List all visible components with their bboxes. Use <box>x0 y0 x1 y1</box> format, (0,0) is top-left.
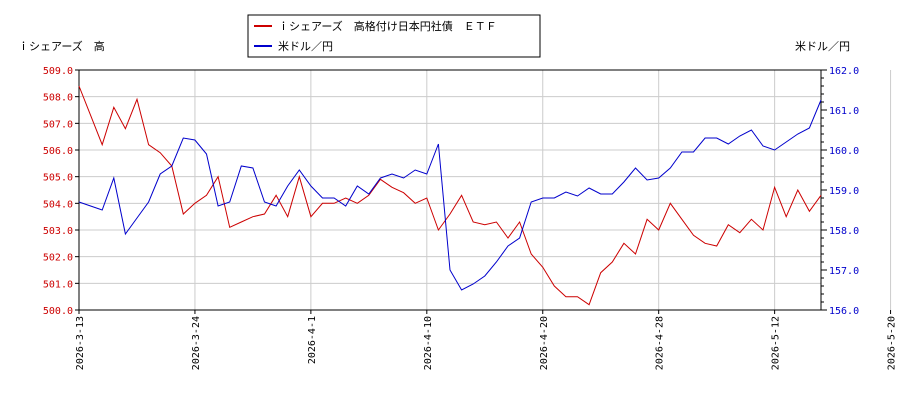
y-axis-right-label: 米ドル／円 <box>795 40 850 53</box>
x-tick-label: 2026-4-28 <box>655 316 666 370</box>
y-left-tick-label: 507.0 <box>43 119 73 130</box>
x-tick-label: 2026-3-13 <box>75 316 86 370</box>
x-tick-label: 2026-4-1 <box>307 316 318 364</box>
x-tick-label: 2026-3-24 <box>191 316 202 370</box>
legend-label-series-1: ｉシェアーズ 高格付け日本円社債 ＥＴＦ <box>278 19 497 33</box>
y-left-tick-label: 508.0 <box>43 93 73 104</box>
y-left-tick-label: 505.0 <box>43 173 73 184</box>
series-line-usdjpy <box>78 99 822 291</box>
y-right-tick-label: 157.0 <box>829 266 859 277</box>
y-left-tick-label: 501.0 <box>43 279 73 290</box>
y-right-tick-label: 158.0 <box>829 226 859 237</box>
y-left-tick-label: 503.0 <box>43 226 73 237</box>
axis-ticks: 500.0 501.0 502.0 503.0 504.0 505.0 506.0 507.0… <box>43 66 898 370</box>
plot-area <box>78 69 822 311</box>
series-line-etf <box>78 85 822 306</box>
y-left-tick-label: 504.0 <box>43 199 73 210</box>
legend-box <box>247 14 541 58</box>
y-right-tick-label: 160.0 <box>829 146 859 157</box>
y-left-tick-label: 502.0 <box>43 253 73 264</box>
legend: ｉシェアーズ 高格付け日本円社債 ＥＴＦ 米ドル／円 <box>247 14 541 58</box>
y-left-tick-label: 506.0 <box>43 146 73 157</box>
x-tick-label: 2026-5-12 <box>771 316 782 370</box>
x-tick-label: 2026-4-20 <box>539 316 550 370</box>
y-right-tick-label: 159.0 <box>829 186 859 197</box>
y-right-tick-label: 162.0 <box>829 66 859 77</box>
series-layer <box>78 85 822 306</box>
y-axis-left-label: ｉシェアーズ 高 <box>18 39 105 53</box>
y-left-tick-label: 500.0 <box>43 306 73 317</box>
x-tick-label: 2026-4-10 <box>423 316 434 370</box>
legend-label-series-2: 米ドル／円 <box>278 40 333 53</box>
y-right-tick-label: 161.0 <box>829 106 859 117</box>
x-tick-label: 2026-5-20 <box>887 316 898 370</box>
y-right-tick-label: 156.0 <box>829 306 859 317</box>
grid-lines <box>78 69 892 311</box>
y-left-tick-label: 509.0 <box>43 66 73 77</box>
